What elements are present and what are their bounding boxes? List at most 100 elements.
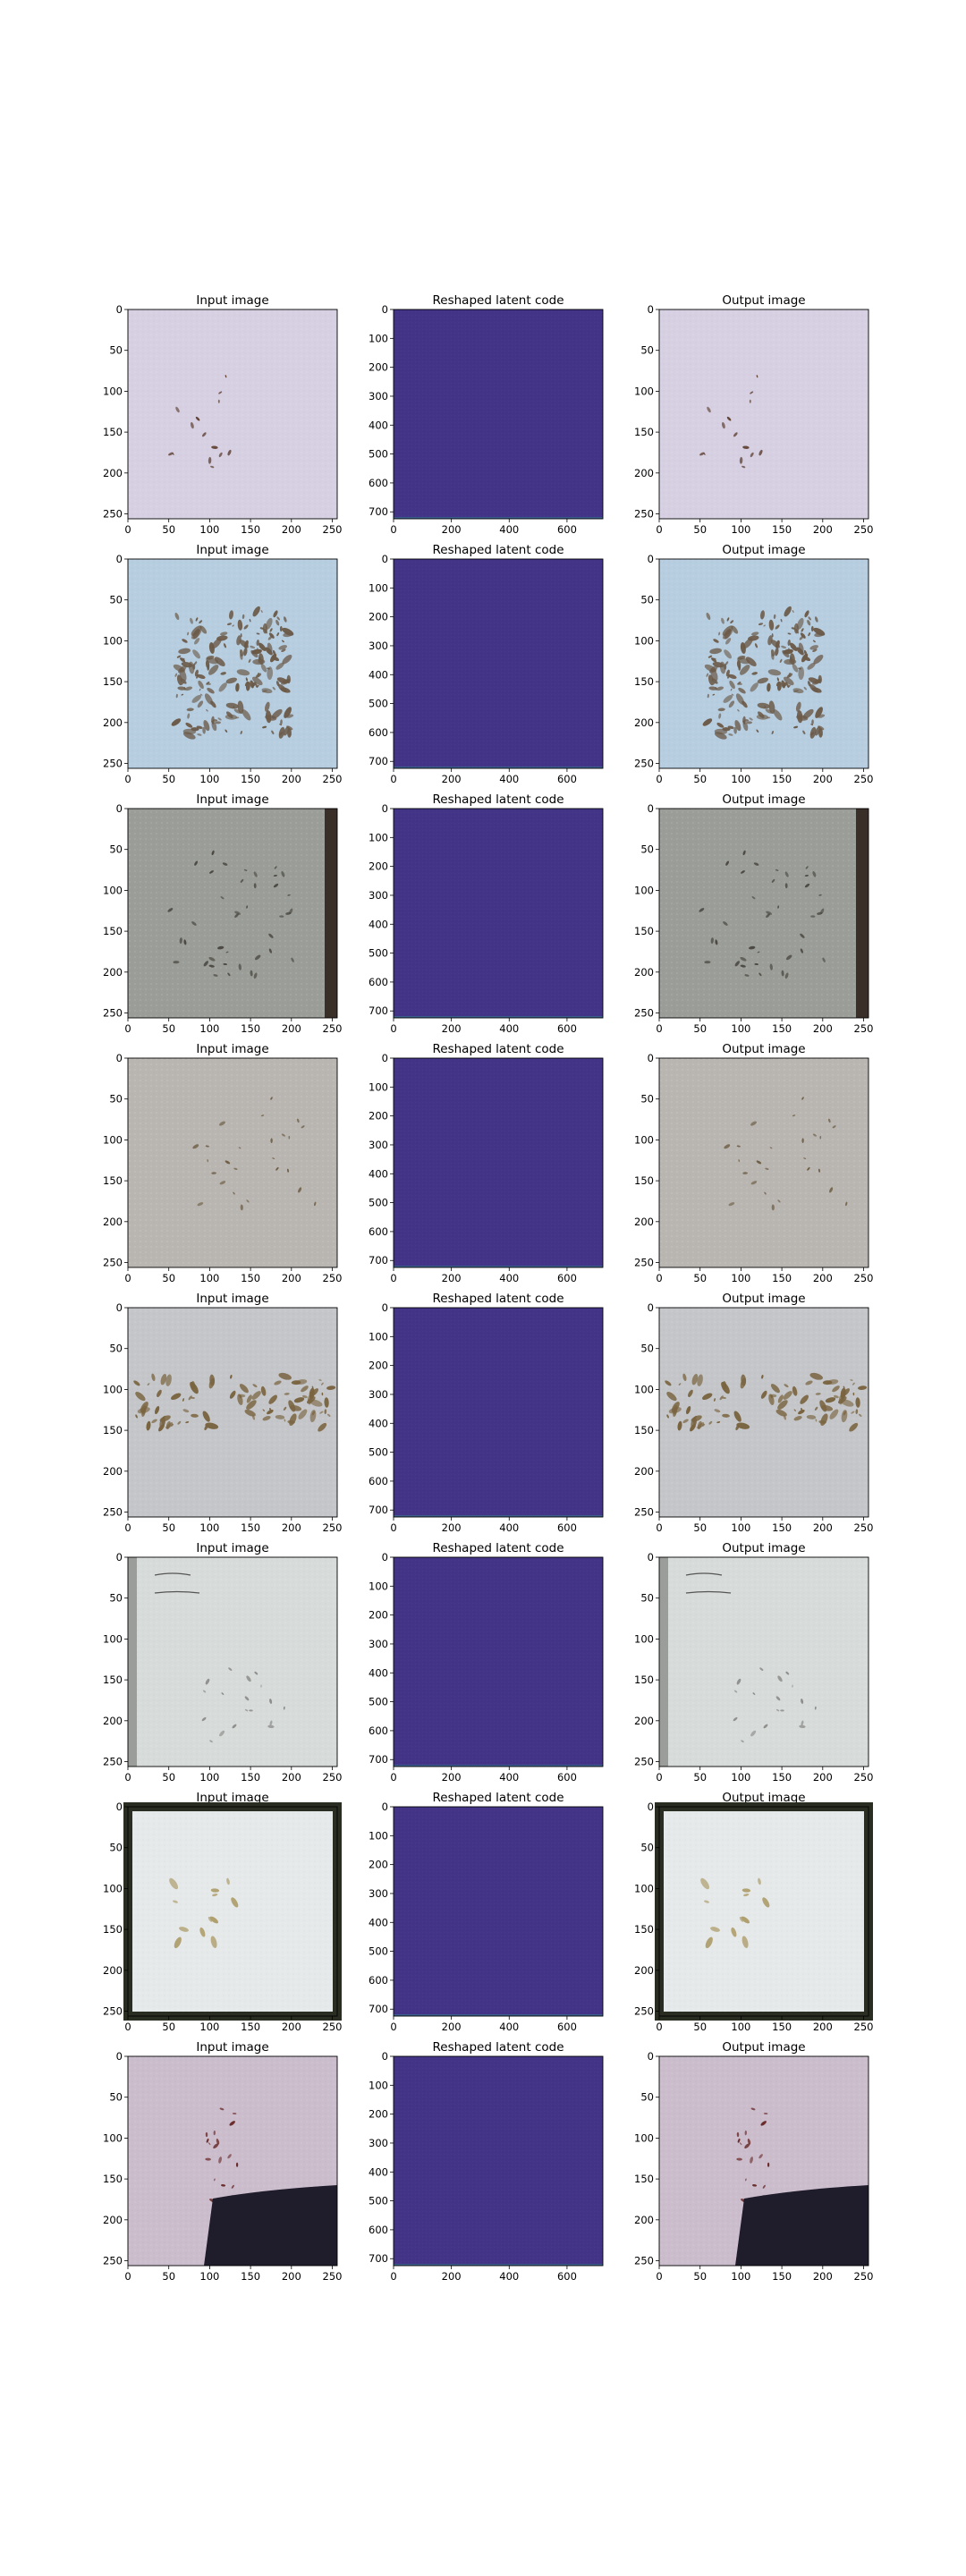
x-tick-label: 200 <box>282 2270 301 2283</box>
seed-mark <box>233 708 242 714</box>
seed-mark <box>282 654 292 665</box>
shadow-edge <box>659 1557 668 1767</box>
latent-texture <box>394 1557 603 1767</box>
seed-mark <box>235 682 240 692</box>
seed-mark <box>704 1900 709 1903</box>
seed-mark <box>244 1708 249 1712</box>
seed-mark <box>248 658 251 664</box>
x-tick-label: 250 <box>323 1771 343 1784</box>
seed-mark <box>746 721 752 724</box>
seed-mark <box>198 680 204 690</box>
seed-mark <box>750 682 758 692</box>
y-tick-label: 150 <box>634 1674 654 1686</box>
seed-mark <box>213 974 218 977</box>
y-tick-label: 300 <box>369 2137 388 2149</box>
seed-mark <box>202 1411 210 1422</box>
seed-mark <box>208 665 219 675</box>
seed-mark <box>768 619 775 631</box>
seed-mark <box>781 680 785 689</box>
seed-mark <box>201 1716 207 1722</box>
y-tick-label: 150 <box>103 1923 123 1936</box>
seed-mark <box>281 648 286 653</box>
photo-texture <box>128 309 337 519</box>
axes-frame <box>127 309 338 520</box>
x-tick-label: 50 <box>693 2270 707 2283</box>
seed-mark <box>206 681 210 685</box>
axes-frame <box>127 1806 338 2017</box>
seed-mark <box>784 883 788 889</box>
seed-mark <box>730 688 733 691</box>
seed-mark <box>756 1160 762 1165</box>
x-tick-label: 400 <box>499 1771 519 1784</box>
seed-mark <box>133 1380 140 1386</box>
photo-texture <box>659 559 869 768</box>
seed-mark <box>805 866 809 869</box>
x-tick-label: 50 <box>693 1272 707 1284</box>
seed-mark <box>199 1927 206 1937</box>
seed-mark <box>243 624 249 630</box>
seed-mark <box>207 687 215 694</box>
seed-mark <box>269 1699 273 1704</box>
seed-mark <box>267 642 273 653</box>
seed-mark <box>724 649 732 659</box>
y-tick-label: 700 <box>369 2252 388 2265</box>
x-tick-label: 250 <box>854 1521 874 1534</box>
panel-title: Input image <box>196 543 268 557</box>
seed-mark <box>749 717 753 721</box>
y-tick-label: 50 <box>109 2091 123 2104</box>
seed-mark <box>205 1145 209 1148</box>
seed-mark <box>813 654 824 665</box>
seed-mark <box>716 722 724 728</box>
seed-mark <box>767 682 771 692</box>
seed-mark <box>741 870 745 874</box>
seed-mark <box>183 939 187 945</box>
x-tick-label: 150 <box>241 1771 260 1784</box>
x-tick-label: 150 <box>772 1771 792 1784</box>
x-tick-label: 100 <box>731 1771 750 1784</box>
seed-mark <box>842 1388 851 1396</box>
seed-mark <box>775 1696 781 1701</box>
seed-mark <box>212 1894 218 1897</box>
y-tick-label: 0 <box>116 1301 123 1314</box>
seed-mark <box>782 649 790 658</box>
seed-mark <box>192 649 200 659</box>
seed-mark <box>704 664 717 673</box>
seed-mark <box>785 954 792 961</box>
seed-mark <box>808 632 811 637</box>
y-tick-label: 250 <box>634 1756 654 1768</box>
seed-mark <box>171 718 182 726</box>
seed-mark <box>849 1422 859 1432</box>
seed-mark <box>197 700 204 708</box>
seed-mark <box>807 1166 810 1171</box>
axes-frame <box>658 1057 869 1268</box>
seed-mark <box>766 911 773 915</box>
seed-mark <box>798 666 805 680</box>
x-tick-label: 250 <box>323 1272 343 1284</box>
x-tick-label: 0 <box>656 2270 662 2283</box>
seed-mark <box>276 632 280 637</box>
seed-mark <box>809 726 817 739</box>
seed-mark <box>742 638 753 649</box>
y-tick-label: 700 <box>369 1004 388 1017</box>
y-tick-label: 700 <box>369 1753 388 1766</box>
seed-mark <box>734 961 740 967</box>
seed-mark <box>287 1168 289 1173</box>
y-tick-label: 250 <box>103 1007 123 1020</box>
axes-frame <box>393 1806 604 2017</box>
axes-frame <box>393 808 604 1019</box>
y-tick-label: 200 <box>634 1465 654 1478</box>
seed-mark <box>240 653 243 660</box>
seed-mark <box>135 1392 146 1402</box>
seed-mark <box>191 694 202 703</box>
seed-mark <box>250 645 256 649</box>
seed-mark <box>191 1413 199 1418</box>
seed-mark <box>781 645 787 649</box>
seed-mark <box>682 1419 689 1424</box>
x-tick-label: 100 <box>731 1521 750 1534</box>
x-tick-label: 0 <box>124 1022 131 1035</box>
seed-mark <box>233 1167 238 1170</box>
seed-mark <box>278 645 288 650</box>
